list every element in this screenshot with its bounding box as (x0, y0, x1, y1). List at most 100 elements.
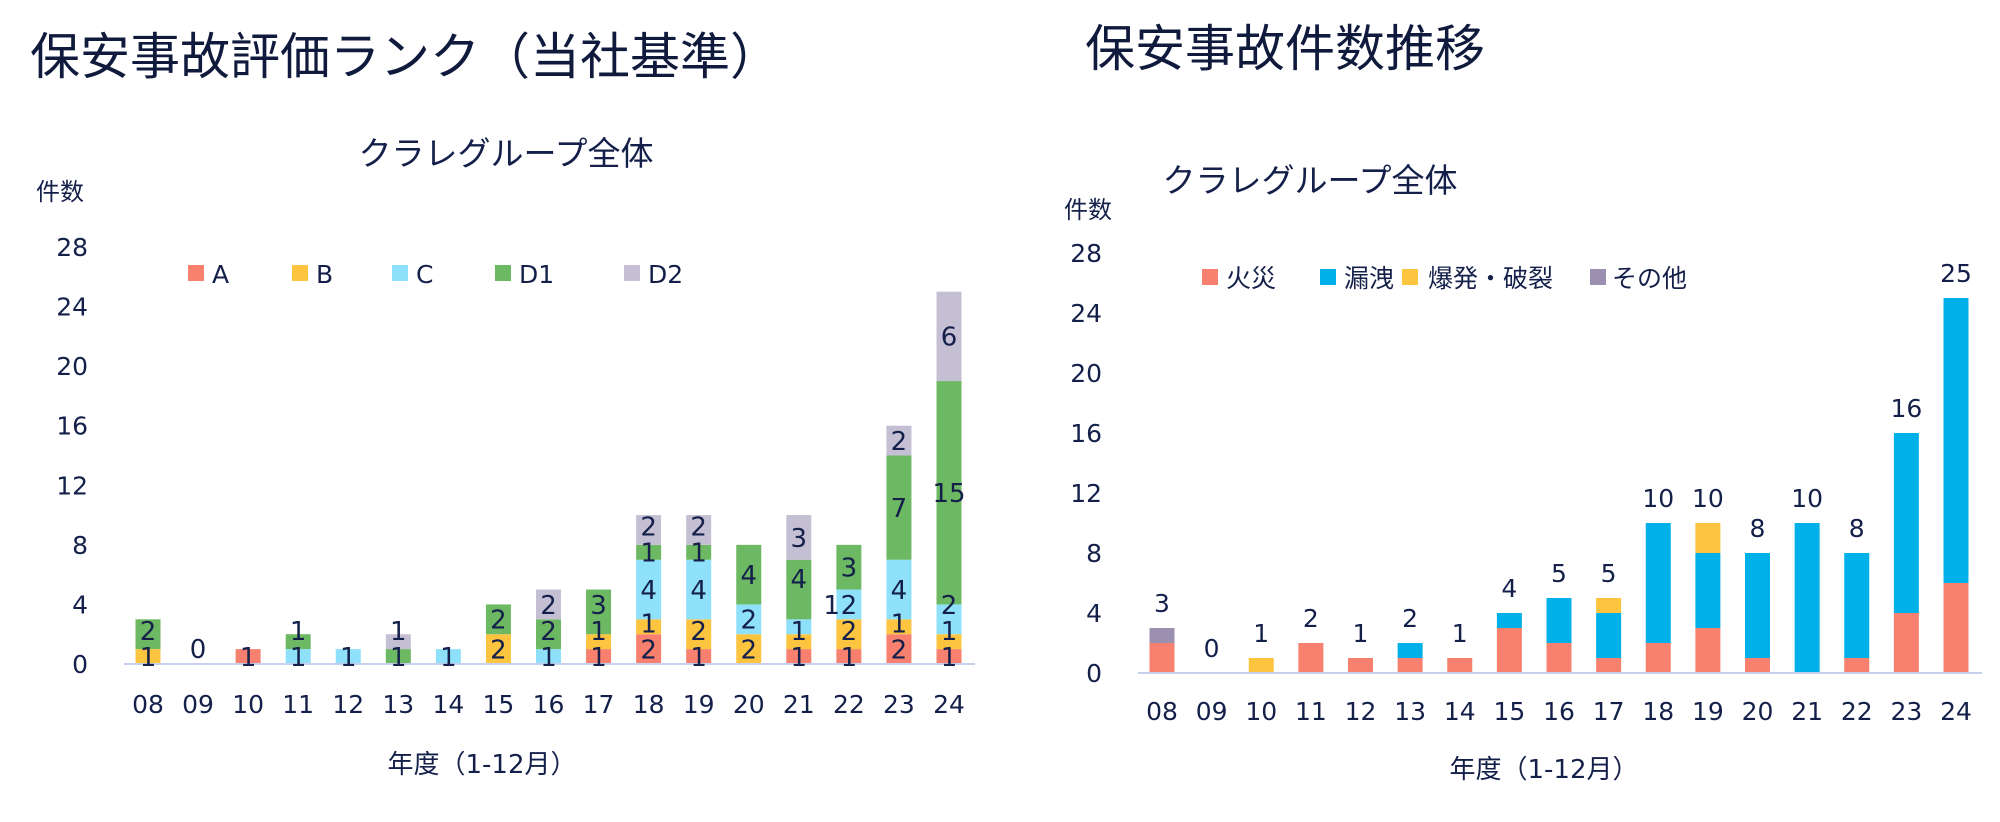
rank-y-tick-label: 24 (56, 293, 88, 322)
rank-bar-segment-c (536, 649, 561, 664)
count-bar-segment-series-1 (1596, 613, 1622, 658)
count-bar-segment-series-1 (1794, 523, 1820, 673)
count-bar-stack-16 (1546, 598, 1572, 673)
rank-chart: クラレグループ全体 件数 年度（1-12月） A B C D1 D2 048121620… (36, 134, 975, 780)
rank-x-tick-label: 22 (833, 690, 865, 719)
legend-label: D2 (648, 260, 683, 289)
rank-data-label: 2 (740, 606, 757, 636)
rank-bar-segment-b (886, 619, 912, 635)
legend-item-d1: D1 (495, 260, 554, 289)
rank-data-label: 1 (640, 539, 657, 569)
count-bar-stack-23 (1893, 433, 1919, 673)
rank-bar-segment-d1 (485, 604, 511, 635)
count-total-label: 8 (1849, 514, 1865, 543)
legend-item-series-2: 爆発・破裂 (1402, 264, 1553, 293)
rank-bar-segment-b (586, 634, 612, 650)
rank-data-label: 3 (590, 591, 607, 621)
count-bar-segment-series-2 (1695, 523, 1721, 553)
rank-x-tick-label: 13 (382, 690, 414, 719)
legend-label: D1 (519, 260, 554, 289)
rank-data-label: 1 (791, 643, 808, 673)
rank-bar-segment-a (836, 649, 862, 664)
count-x-tick-label: 22 (1841, 697, 1873, 726)
count-bar-stack-24 (1943, 298, 1969, 673)
count-bar-stack-13 (1397, 643, 1423, 673)
count-total-label: 10 (1642, 484, 1674, 513)
rank-bar-segment-b (736, 634, 762, 664)
rank-data-label: 1 (640, 609, 657, 639)
rank-data-label: 1 (440, 643, 457, 673)
rank-data-label: 1 (540, 643, 557, 673)
rank-bar-segment-c (836, 589, 862, 620)
rank-bar-segment-b (686, 619, 712, 650)
count-total-label: 5 (1551, 559, 1567, 588)
count-x-tick-label: 09 (1196, 697, 1228, 726)
rank-bar-stack-18 (636, 515, 662, 664)
count-chart-data-labels: 3 0 1 2 1 2 1 4 5 5 10 10 8 10 8 16 25 (1154, 259, 1972, 663)
count-bar-segment-series-1 (1397, 643, 1423, 658)
count-bar-segment-series-0 (1893, 613, 1919, 673)
count-x-tick-label: 08 (1146, 697, 1178, 726)
rank-x-tick-label: 20 (733, 690, 765, 719)
rank-chart-x-axis: 08 09 10 11 12 13 14 15 16 17 18 19 20 21 22 23 24 (132, 690, 965, 719)
count-x-tick-label: 14 (1444, 697, 1476, 726)
rank-data-label: 1 (941, 643, 958, 673)
rank-y-tick-label: 8 (72, 531, 88, 560)
rank-data-label: 1 (240, 643, 257, 673)
rank-x-tick-label: 15 (483, 690, 515, 719)
count-chart-y-axis-title: 件数 (1064, 196, 1112, 224)
count-total-label: 2 (1402, 604, 1418, 633)
rank-chart-x-axis-title: 年度（1-12月） (387, 750, 576, 780)
legend-item-a: A (188, 260, 229, 289)
count-bar-stack-21 (1794, 523, 1820, 673)
count-x-tick-label: 18 (1642, 697, 1674, 726)
count-bar-stack-11 (1298, 643, 1324, 673)
rank-data-label: 2 (140, 617, 157, 647)
count-y-tick-label: 12 (1070, 479, 1102, 508)
legend-swatch (292, 265, 308, 281)
count-bar-segment-series-0 (1496, 628, 1522, 673)
rank-bar-segment-c (686, 559, 712, 620)
count-total-label: 4 (1501, 574, 1517, 603)
count-bar-segment-series-1 (1943, 298, 1969, 583)
count-x-tick-label: 20 (1742, 697, 1774, 726)
rank-x-tick-label: 24 (933, 690, 965, 719)
count-bar-segment-series-1 (1546, 598, 1572, 643)
legend-label: その他 (1612, 264, 1687, 293)
rank-bar-segment-a (586, 649, 612, 664)
count-bar-stack-20 (1745, 553, 1770, 673)
rank-data-label: 1 (590, 617, 607, 647)
count-bar-segment-series-0 (1745, 658, 1770, 673)
rank-bar-segment-a (936, 649, 962, 664)
legend-label: B (316, 260, 333, 289)
rank-data-label: 3 (791, 524, 808, 554)
count-bar-segment-series-0 (1695, 628, 1721, 673)
count-y-tick-label: 0 (1086, 659, 1102, 688)
legend-item-d2: D2 (624, 260, 683, 289)
rank-bar-stack-12 (335, 649, 361, 664)
count-y-tick-label: 4 (1086, 599, 1102, 628)
rank-data-label: 1 (140, 643, 157, 673)
count-bar-segment-series-0 (1298, 643, 1324, 673)
rank-bar-segment-a (235, 649, 261, 664)
rank-y-tick-label: 28 (56, 233, 88, 262)
count-bar-segment-series-0 (1348, 658, 1373, 673)
count-x-tick-label: 15 (1493, 697, 1525, 726)
legend-swatch (188, 265, 204, 281)
legend-label: C (416, 260, 433, 289)
rank-bar-stack-08 (135, 619, 161, 664)
rank-bar-segment-d1 (786, 559, 812, 620)
count-bar-stack-14 (1447, 658, 1473, 673)
rank-bar-segment-d1 (285, 634, 311, 650)
rank-data-label: 2 (690, 617, 707, 647)
rank-data-label: 6 (941, 323, 958, 353)
count-bar-segment-series-2 (1596, 598, 1622, 613)
rank-bar-segment-c (886, 559, 912, 620)
count-bar-stack-12 (1348, 658, 1373, 673)
rank-data-label: 1 (791, 617, 808, 647)
rank-data-label: 4 (791, 565, 808, 595)
rank-data-label: 2 (690, 513, 707, 543)
rank-data-label: 2 (891, 427, 908, 457)
legend-item-series-3: その他 (1590, 264, 1687, 293)
